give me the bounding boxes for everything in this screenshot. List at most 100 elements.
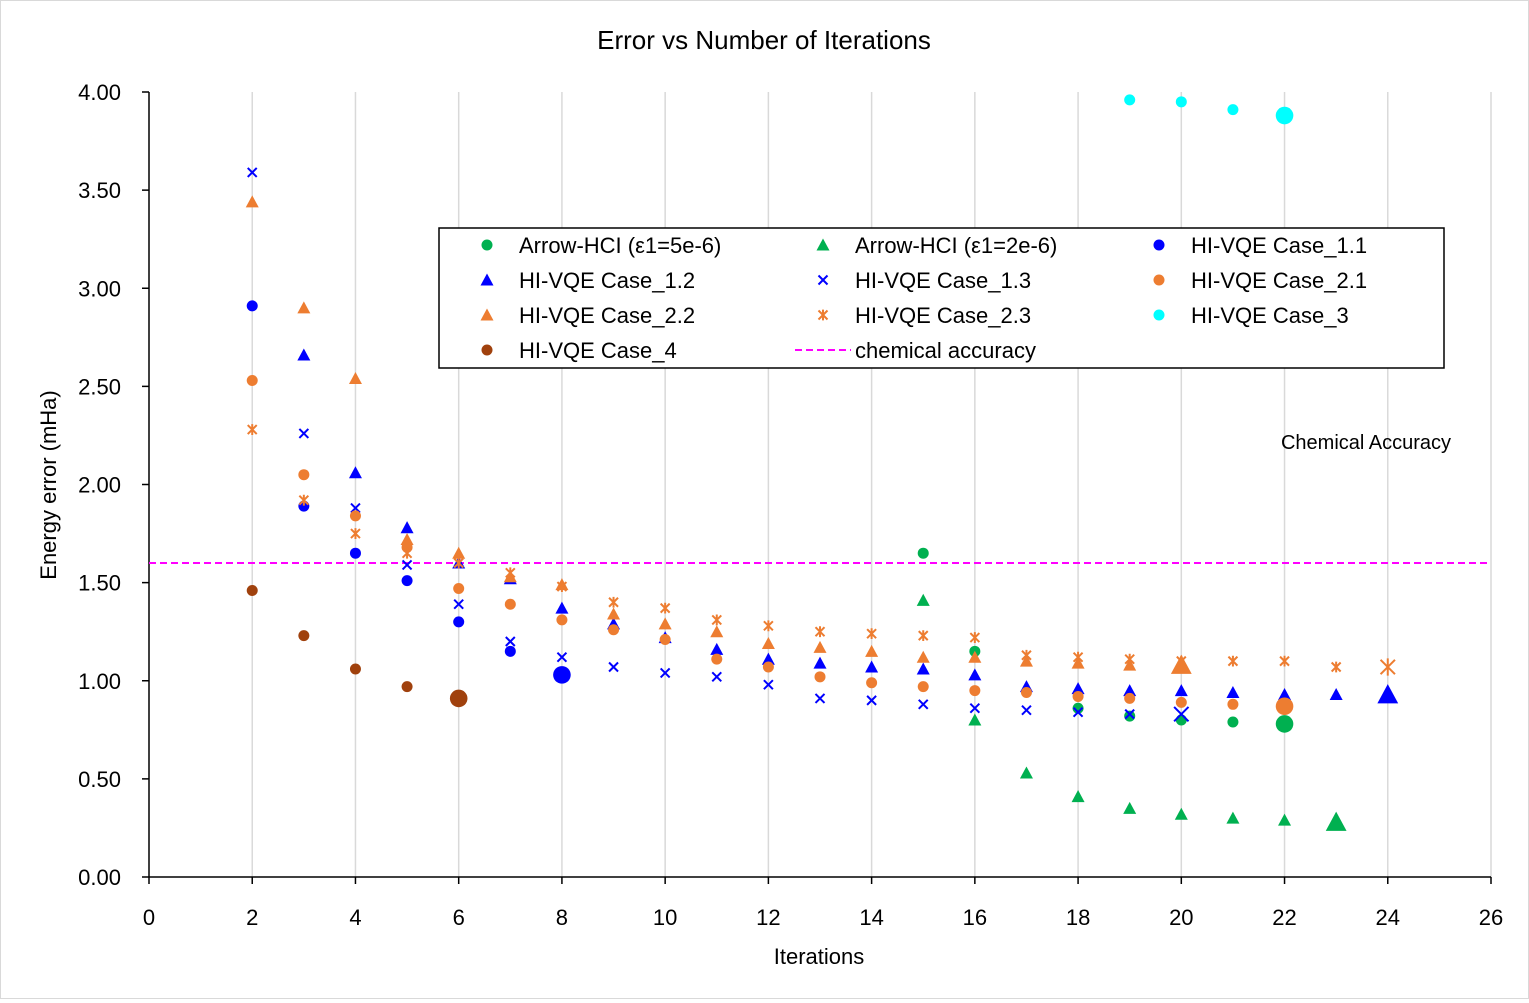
legend-label: chemical accuracy <box>855 338 1036 363</box>
series-4 <box>247 167 1190 723</box>
legend: Arrow-HCI (ε1=5e-6) Arrow-HCI (ε1=2e-6) HI… <box>438 227 1445 369</box>
data-point <box>556 614 568 626</box>
data-point <box>400 521 414 534</box>
data-point <box>1275 697 1294 716</box>
x-tick-label: 14 <box>859 905 883 930</box>
legend-marker <box>481 239 493 251</box>
data-point <box>1019 766 1033 779</box>
data-point <box>348 372 362 385</box>
legend-label: HI-VQE Case_4 <box>519 338 677 363</box>
x-axis-label: Iterations <box>774 944 865 969</box>
data-point <box>763 620 774 632</box>
legend-label: HI-VQE Case_1.3 <box>855 268 1031 293</box>
y-tick-label: 2.00 <box>78 473 121 498</box>
data-point <box>556 581 568 592</box>
data-point <box>1176 655 1187 667</box>
data-point <box>710 625 724 638</box>
data-point <box>298 428 310 439</box>
data-point <box>453 583 465 595</box>
x-tick-label: 12 <box>756 905 780 930</box>
data-point <box>453 599 464 610</box>
data-point <box>1329 687 1343 701</box>
x-tick-label: 2 <box>246 905 258 930</box>
data-point <box>1175 696 1187 708</box>
data-point <box>1227 698 1239 710</box>
data-point <box>505 636 516 647</box>
x-tick-label: 22 <box>1272 905 1296 930</box>
legend-marker <box>816 238 830 251</box>
grid-layer <box>251 92 1492 877</box>
data-point <box>607 607 621 620</box>
data-point <box>1174 684 1188 697</box>
data-point <box>504 598 516 610</box>
data-point <box>763 679 774 690</box>
data-point <box>1124 94 1136 106</box>
x-tick-label: 24 <box>1376 905 1400 930</box>
data-point <box>298 630 310 642</box>
data-point <box>553 666 571 684</box>
data-point <box>916 650 930 663</box>
x-tick-label: 8 <box>556 905 568 930</box>
data-point <box>349 510 361 522</box>
legend-box <box>438 227 1445 369</box>
data-point <box>1124 710 1136 722</box>
series-3 <box>297 348 1399 704</box>
axes-layer: 0 2 4 6 8 10 12 14 16 18 20 22 24 260.000.501.001.502… <box>78 80 1503 930</box>
data-point <box>969 703 981 714</box>
legend-label: HI-VQE Case_2.3 <box>855 303 1031 328</box>
data-point <box>504 645 516 657</box>
data-point <box>659 667 671 679</box>
data-point <box>449 689 468 708</box>
data-point <box>866 695 877 706</box>
legend-label: Arrow-HCI (ε1=5e-6) <box>519 233 721 258</box>
data-point <box>1226 811 1240 824</box>
data-point <box>400 532 414 545</box>
data-point <box>813 640 827 653</box>
data-point <box>247 424 258 435</box>
data-point <box>1072 706 1084 718</box>
data-point <box>401 547 413 559</box>
data-point <box>814 626 826 638</box>
data-point <box>453 557 464 569</box>
legend-marker <box>480 273 494 286</box>
data-point <box>349 663 361 675</box>
data-point <box>761 652 775 665</box>
data-point <box>246 300 258 312</box>
data-point <box>814 693 826 704</box>
y-tick-label: 3.50 <box>78 178 121 203</box>
data-point <box>452 546 466 559</box>
data-point <box>918 630 929 642</box>
data-point <box>247 167 258 178</box>
data-point <box>865 660 879 673</box>
data-point <box>916 662 930 675</box>
legend-label: HI-VQE Case_2.1 <box>1191 268 1367 293</box>
x-tick-label: 16 <box>963 905 987 930</box>
x-tick-label: 6 <box>453 905 465 930</box>
data-point <box>969 685 981 697</box>
data-point <box>1123 801 1137 814</box>
x-tick-label: 26 <box>1479 905 1503 930</box>
data-point <box>1275 715 1294 733</box>
data-point <box>245 195 259 208</box>
data-point <box>969 632 981 643</box>
data-point <box>918 699 929 710</box>
data-point <box>608 624 620 636</box>
y-tick-label: 1.50 <box>78 571 121 596</box>
data-point <box>1279 655 1290 667</box>
data-point <box>813 656 827 669</box>
data-point <box>1124 692 1136 704</box>
data-point <box>1071 790 1085 803</box>
data-point <box>917 681 929 693</box>
data-point <box>348 466 362 479</box>
series-1 <box>916 593 1347 831</box>
series-8 <box>1124 94 1294 125</box>
data-point <box>866 628 877 640</box>
legend-marker <box>481 344 493 356</box>
chemical-accuracy-annotation: Chemical Accuracy <box>1281 432 1451 454</box>
data-point <box>1174 807 1188 820</box>
data-point <box>761 636 775 649</box>
data-point <box>866 677 878 689</box>
legend-label: HI-VQE Case_2.2 <box>519 303 695 328</box>
data-point <box>711 671 722 683</box>
